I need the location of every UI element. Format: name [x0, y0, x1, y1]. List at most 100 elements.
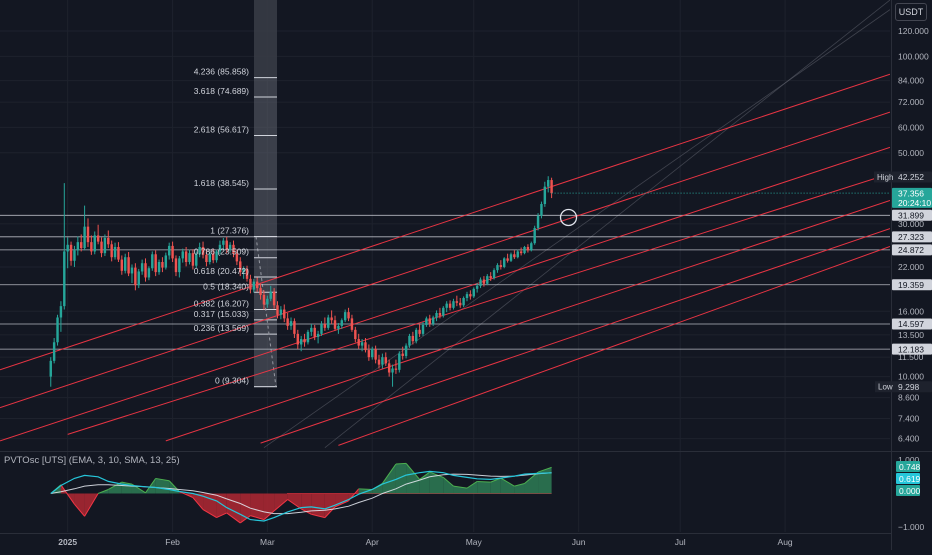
candle-body [374, 348, 377, 360]
osc-hist-segment [429, 472, 444, 494]
price-tick-label: 22.000 [898, 262, 924, 272]
candle-body [293, 321, 296, 334]
osc-hist-segment [500, 478, 515, 494]
candle [161, 257, 164, 273]
candle [371, 346, 374, 360]
candle-body [181, 251, 184, 259]
candle-body [448, 303, 452, 308]
osc-hist-edge [97, 489, 109, 494]
candle [401, 346, 404, 360]
candle-body [316, 333, 320, 337]
candle-body [455, 301, 459, 303]
candle [374, 345, 377, 364]
candle-body [222, 240, 225, 245]
osc-value-bg [896, 485, 920, 496]
candle-body [479, 279, 482, 286]
candle [516, 249, 519, 259]
candle [242, 266, 245, 279]
candle-body [425, 318, 428, 325]
indicator-legend[interactable]: PVTOsc [UTS] (EMA, 3, 10, SMA, 13, 25) [4, 455, 180, 466]
candle [137, 268, 140, 289]
osc-hist-segment [324, 493, 336, 518]
fib-band [254, 77, 277, 388]
osc-hist-edge [84, 493, 99, 517]
candle [235, 249, 239, 266]
circle-marker-icon [559, 208, 578, 227]
osc-hist-edge [179, 491, 194, 498]
candle-body [205, 254, 208, 262]
price-label-high[interactable]: 42.252 High [874, 171, 932, 183]
time-tick-label: Apr [366, 537, 379, 547]
price-tick-label: 13.500 [898, 330, 924, 340]
price-label-level[interactable]: 19.359 [892, 279, 932, 291]
candle-body [144, 263, 147, 278]
price-label-level[interactable]: 31.899 [892, 209, 932, 221]
candle [69, 241, 73, 266]
candle-body [272, 291, 276, 306]
candle-body [442, 307, 445, 316]
candle [323, 317, 327, 331]
candle [333, 315, 337, 331]
time-tick-label: Jul [675, 537, 686, 547]
currency-button[interactable]: USDT [895, 3, 927, 21]
price-label-level[interactable]: 14.597 [892, 318, 932, 330]
osc-hist-edge [273, 499, 288, 512]
candle-body [90, 242, 93, 252]
candle [357, 333, 360, 349]
osc-value-label[interactable]: 0.000 [896, 485, 921, 496]
price-label-low[interactable]: 9.298 Low [875, 381, 932, 393]
price-tick-label: 16.000 [898, 306, 924, 316]
candle-body [482, 279, 486, 284]
candle-body [56, 317, 59, 343]
candle [167, 242, 171, 260]
candle [327, 314, 330, 330]
candle-body [69, 244, 73, 261]
candle-body [445, 303, 448, 308]
candle-body [127, 257, 130, 274]
osc-value-text: 0.619 [899, 474, 921, 484]
candle [519, 247, 523, 256]
price-label-value: 27.323 [898, 232, 924, 242]
candle-body [394, 368, 398, 370]
osc-hist-segment [192, 493, 204, 510]
candle [59, 301, 63, 332]
candle [354, 326, 357, 343]
candle-body [469, 294, 472, 297]
osc-value-bg [896, 473, 920, 484]
osc-hist-edge [202, 509, 217, 519]
price-label-level[interactable]: 12.183 [892, 343, 932, 355]
candle-body [239, 261, 242, 273]
osc-hist-segment [287, 493, 302, 509]
candle-body [49, 360, 52, 377]
candle-body [377, 359, 381, 365]
candle [404, 343, 408, 359]
fib-level-label: 0.618 (20.472) [194, 266, 249, 276]
price-label-level[interactable]: 24.872 [892, 244, 932, 256]
candle-body [408, 335, 411, 346]
osc-hist-edge [334, 500, 349, 508]
candle [140, 259, 144, 275]
price-label-tag-bg [875, 381, 893, 393]
price-tick-label: 8.600 [898, 393, 920, 403]
osc-value-label[interactable]: 0.619 [896, 473, 921, 484]
candle-body [228, 244, 232, 250]
candle-body [242, 268, 245, 273]
price-label-level[interactable]: 27.323 [892, 231, 932, 243]
channel-line [0, 111, 890, 409]
candle [489, 272, 492, 281]
candle-body [516, 251, 519, 258]
candle-body [110, 244, 113, 258]
candle [455, 295, 459, 307]
price-tick-label: 30.000 [898, 219, 924, 229]
price-tick-label: 11.500 [898, 352, 924, 362]
candle [76, 236, 80, 256]
candle-body [59, 306, 63, 318]
candle-body [526, 246, 530, 251]
candle [452, 298, 455, 310]
channel-line [67, 173, 890, 435]
osc-value-label[interactable]: 0.748 [896, 461, 921, 472]
candle [272, 288, 276, 309]
